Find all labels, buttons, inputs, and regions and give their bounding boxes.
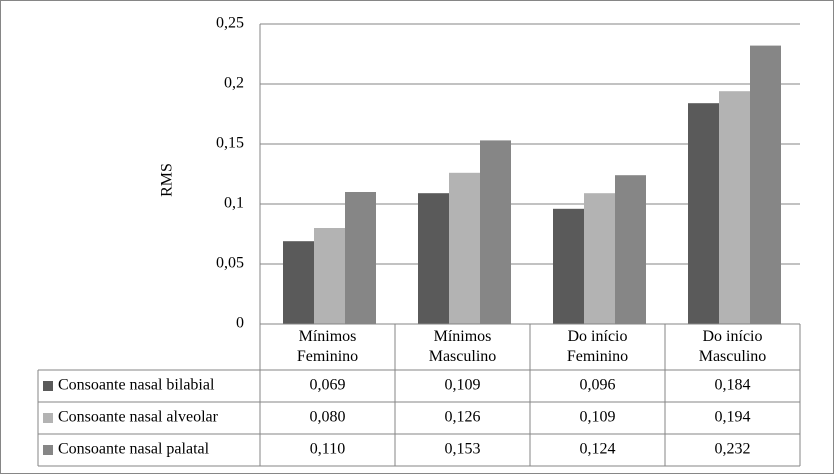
bar <box>283 241 314 324</box>
x-tick-label: Do início Masculino <box>698 328 767 365</box>
y-tick-label: 0 <box>236 315 244 332</box>
bar <box>418 193 449 324</box>
legend-label: Consoante nasal bilabial <box>58 377 215 394</box>
y-tick-label: 0,1 <box>224 195 244 212</box>
bar <box>584 193 615 324</box>
legend-swatch <box>43 381 53 391</box>
value-label: 0,109 <box>445 377 481 394</box>
value-label: 0,069 <box>310 377 346 394</box>
y-tick-label: 0,05 <box>216 255 244 272</box>
y-tick-label: 0,15 <box>216 135 244 152</box>
legend-swatch <box>43 445 53 455</box>
bar <box>553 208 584 324</box>
bar <box>314 228 345 324</box>
legend-swatch <box>43 413 53 423</box>
value-label: 0,096 <box>580 377 616 394</box>
value-label: 0,153 <box>445 441 481 458</box>
x-tick-label: Mínimos Masculino <box>428 328 497 365</box>
value-label: 0,194 <box>715 409 751 426</box>
bar <box>750 45 781 324</box>
bar <box>449 172 480 324</box>
bar <box>345 192 376 324</box>
legend-label: Consoante nasal palatal <box>58 441 210 458</box>
bar <box>480 140 511 324</box>
x-tick-label-box: Do início Feminino <box>566 328 629 365</box>
x-tick-label: Mínimos Feminino <box>296 328 359 365</box>
bar <box>615 175 646 324</box>
value-label: 0,080 <box>310 409 346 426</box>
bar <box>688 103 719 324</box>
y-axis-label: RMS <box>159 163 176 197</box>
legend-label: Consoante nasal alveolar <box>58 409 219 426</box>
bar <box>719 91 750 324</box>
value-label: 0,109 <box>580 409 616 426</box>
x-tick-label-box: Do início Masculino <box>698 328 767 365</box>
value-label: 0,184 <box>715 377 751 394</box>
x-tick-label: Do início Feminino <box>566 328 629 365</box>
x-tick-label-box: Mínimos Masculino <box>428 328 497 365</box>
value-label: 0,232 <box>715 441 751 458</box>
value-label: 0,110 <box>310 441 345 458</box>
value-label: 0,124 <box>580 441 616 458</box>
x-tick-label-box: Mínimos Feminino <box>296 328 359 365</box>
value-label: 0,126 <box>445 409 481 426</box>
y-tick-label: 0,2 <box>224 75 244 92</box>
y-tick-label: 0,25 <box>216 15 244 32</box>
